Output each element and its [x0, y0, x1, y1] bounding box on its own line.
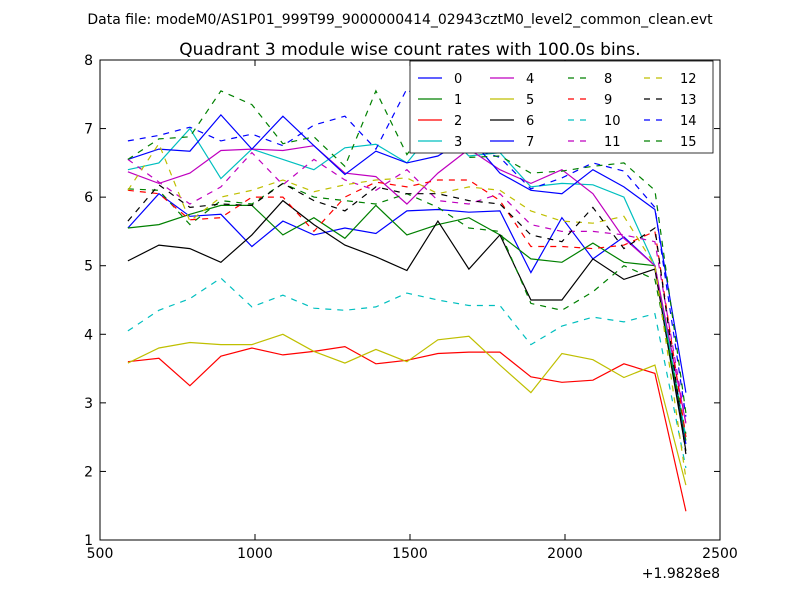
x-axis-offset-label: +1.9828e8	[642, 566, 720, 582]
series-line-5	[127, 333, 687, 486]
x-tick-label: 1000	[237, 546, 273, 562]
y-tick-label: 2	[84, 464, 93, 480]
chart-title: Quadrant 3 module wise count rates with …	[179, 40, 640, 60]
legend-label-8: 8	[604, 72, 612, 87]
legend-label-0: 0	[454, 72, 462, 87]
legend-label-7: 7	[526, 135, 534, 150]
y-tick-label: 5	[84, 259, 93, 275]
series-line-10	[127, 277, 687, 469]
legend-label-3: 3	[454, 135, 462, 150]
series-line-15	[127, 89, 687, 414]
legend-label-13: 13	[680, 93, 697, 108]
series-line-1	[127, 204, 687, 441]
x-tick-label: 2500	[702, 546, 738, 562]
series-line-14	[127, 87, 687, 417]
data-file-header: Data file: modeM0/AS1P01_999T99_90000004…	[87, 12, 713, 28]
legend-label-5: 5	[526, 93, 534, 108]
legend-label-6: 6	[526, 114, 534, 129]
y-tick-label: 7	[84, 122, 93, 138]
series-line-2	[127, 345, 687, 512]
legend-label-10: 10	[604, 114, 621, 129]
x-tick-label: 1500	[392, 546, 428, 562]
legend-label-2: 2	[454, 114, 462, 129]
y-tick-label: 3	[84, 396, 93, 412]
series-line-4	[127, 145, 687, 424]
series-line-6	[127, 199, 687, 452]
y-tick-label: 8	[84, 53, 93, 69]
plot-frame	[99, 59, 721, 541]
series-line-9	[127, 179, 687, 438]
series-line-11	[127, 151, 687, 424]
legend-label-15: 15	[680, 135, 697, 150]
y-tick-label: 4	[84, 327, 93, 343]
series-layer	[127, 87, 687, 512]
y-tick-label: 6	[84, 190, 93, 206]
legend-label-4: 4	[526, 72, 534, 87]
legend-label-12: 12	[680, 72, 697, 87]
series-line-7	[127, 113, 687, 393]
legend-label-1: 1	[454, 93, 462, 108]
legend-label-9: 9	[604, 93, 612, 108]
y-tick-label: 1	[84, 533, 93, 549]
series-line-12	[127, 142, 687, 479]
series-line-13	[127, 182, 687, 455]
x-tick-label: 500	[87, 546, 114, 562]
legend-label-11: 11	[604, 135, 621, 150]
x-tick-label: 2000	[547, 546, 583, 562]
legend-box	[409, 60, 714, 154]
legend-label-14: 14	[680, 114, 697, 129]
